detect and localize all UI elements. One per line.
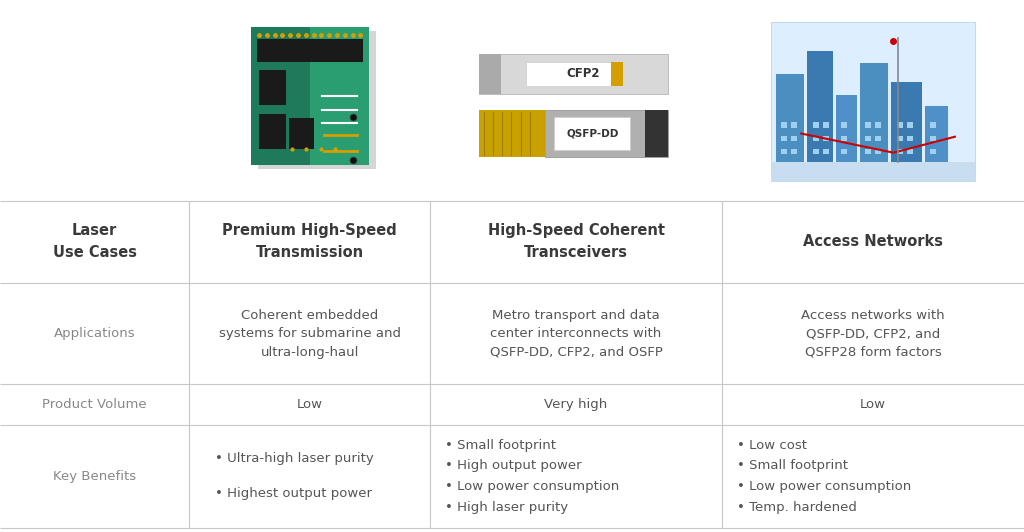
Bar [545,110,668,157]
Bar [836,95,856,162]
Text: Access Networks: Access Networks [803,234,943,250]
Bar [891,82,923,162]
Bar [813,149,819,154]
Text: • Ultra-high laser purity: • Ultra-high laser purity [215,452,374,466]
Bar [823,122,829,128]
Bar [781,149,787,154]
Bar [874,149,881,154]
Bar [842,149,848,154]
Bar [931,136,937,141]
Bar [289,119,314,149]
Bar [259,114,286,149]
Bar [309,27,369,165]
Text: Laser
Use Cases: Laser Use Cases [52,223,137,260]
Bar [813,122,819,128]
Bar [257,39,362,62]
Bar [897,136,903,141]
Bar [259,70,286,105]
Bar [874,136,881,141]
Bar [611,62,623,86]
Text: • Low power consumption: • Low power consumption [445,480,620,493]
Bar [258,31,376,169]
Text: Low: Low [860,398,886,411]
Text: • Low cost: • Low cost [737,439,807,452]
Bar [860,63,889,162]
Text: Low: Low [297,398,323,411]
Text: QSFP-DD: QSFP-DD [566,129,618,138]
Bar [907,122,913,128]
Text: Metro transport and data
center interconnects with
QSFP-DD, CFP2, and OSFP: Metro transport and data center intercon… [489,309,663,359]
Text: • Small footprint: • Small footprint [445,439,556,452]
Text: Applications: Applications [54,327,135,340]
Bar [781,122,787,128]
Text: • Temp. hardened: • Temp. hardened [737,501,857,513]
Bar [897,149,903,154]
Bar [897,122,903,128]
Bar [479,54,669,94]
Text: Product Volume: Product Volume [42,398,147,411]
Text: • High laser purity: • High laser purity [445,501,568,513]
Text: Premium High-Speed
Transmission: Premium High-Speed Transmission [222,223,397,260]
Bar [874,122,881,128]
Bar [864,136,870,141]
Bar [555,117,630,151]
Bar [823,149,829,154]
Bar [864,122,870,128]
Bar [771,22,976,181]
Bar [645,110,669,157]
Bar [842,122,848,128]
Text: • Highest output power: • Highest output power [215,487,372,500]
Bar [792,136,798,141]
Bar [792,149,798,154]
Bar [907,136,913,141]
Bar [813,136,819,141]
Bar [776,74,805,162]
Bar [931,149,937,154]
Bar [771,162,976,181]
Text: • Low power consumption: • Low power consumption [737,480,911,493]
Text: Key Benefits: Key Benefits [53,470,136,483]
Bar [842,136,848,141]
Text: • High output power: • High output power [445,459,582,472]
Bar [926,106,948,162]
Bar [792,122,798,128]
Text: Access networks with
QSFP-DD, CFP2, and
QSFP28 form factors: Access networks with QSFP-DD, CFP2, and … [801,309,945,359]
Bar [526,62,611,86]
Bar [931,122,937,128]
Bar [823,136,829,141]
Text: Very high: Very high [545,398,607,411]
Bar [781,136,787,141]
Text: • Small footprint: • Small footprint [737,459,848,472]
Text: Coherent embedded
systems for submarine and
ultra-long-haul: Coherent embedded systems for submarine … [219,309,400,359]
Text: CFP2: CFP2 [566,67,600,80]
Bar [251,27,309,165]
Bar [808,51,834,162]
Text: High-Speed Coherent
Transceivers: High-Speed Coherent Transceivers [487,223,665,260]
Bar [907,149,913,154]
Bar [479,54,502,94]
Bar [479,110,545,157]
Bar [864,149,870,154]
